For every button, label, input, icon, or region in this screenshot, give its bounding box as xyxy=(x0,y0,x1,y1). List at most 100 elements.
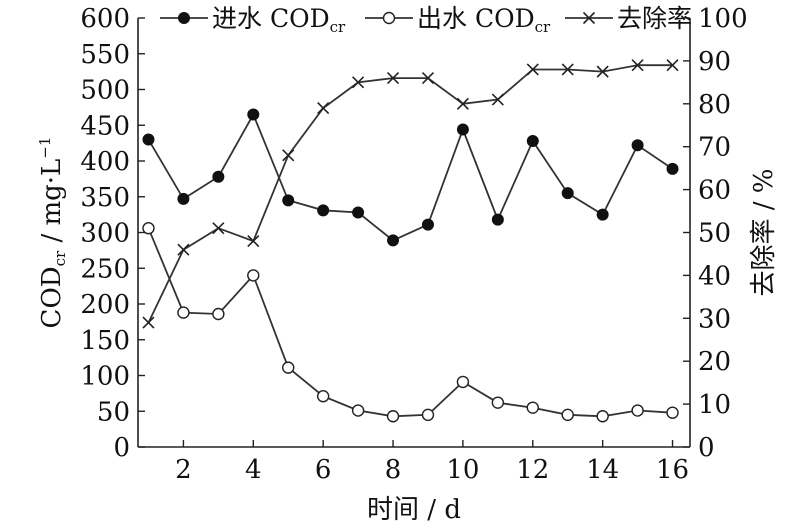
left-tick-label: 50 xyxy=(97,397,130,427)
x-tick-label: 8 xyxy=(385,455,402,485)
data-point-influent-cod xyxy=(352,206,365,219)
left-tick-label: 350 xyxy=(80,183,130,213)
right-axis-title: 去除率 / % xyxy=(749,169,779,297)
data-point-effluent-cod xyxy=(456,375,470,389)
data-point-effluent-cod xyxy=(247,269,260,282)
left-tick-label: 0 xyxy=(113,433,130,463)
x-tick-label: 2 xyxy=(175,455,192,485)
series-effluent-cod xyxy=(142,222,679,423)
data-point-removal-rate xyxy=(421,71,435,85)
x-marker-stroke xyxy=(631,59,644,72)
x-marker-stroke xyxy=(421,71,435,85)
x-tick-label: 4 xyxy=(245,455,262,485)
legend-label-subscript: cr xyxy=(535,18,551,36)
right-tick-label: 70 xyxy=(698,133,731,163)
legend-label-main: 出水 COD xyxy=(417,4,535,33)
left-tick-label: 250 xyxy=(80,254,130,284)
legend-marker xyxy=(582,11,596,25)
data-point-removal-rate xyxy=(456,97,469,110)
data-point-removal-rate xyxy=(631,59,644,72)
left-axis-title-subscript: cr xyxy=(51,250,69,266)
x-marker-stroke xyxy=(582,11,596,25)
data-point-effluent-cod xyxy=(666,406,679,419)
data-point-removal-rate xyxy=(596,65,609,78)
left-axis-title-unit: / mg·L xyxy=(37,159,67,251)
data-point-effluent-cod xyxy=(561,408,574,422)
data-point-effluent-cod xyxy=(386,410,400,423)
x-marker-stroke xyxy=(456,97,469,110)
legend-item-removal-rate: 去除率 xyxy=(565,4,692,33)
right-tick-label: 40 xyxy=(698,261,731,291)
data-point-removal-rate xyxy=(212,222,225,235)
x-marker-stroke xyxy=(352,76,365,89)
data-point-effluent-cod xyxy=(177,306,190,319)
data-point-removal-rate xyxy=(491,93,504,106)
data-point-effluent-cod xyxy=(596,410,609,423)
data-point-influent-cod xyxy=(142,133,155,146)
left-axis-title: CODcr / mg·L−1 xyxy=(36,137,69,329)
x-marker-stroke xyxy=(561,63,574,76)
data-point-influent-cod xyxy=(526,134,539,147)
right-tick-label: 30 xyxy=(698,304,731,334)
data-point-removal-rate xyxy=(666,59,679,72)
data-point-influent-cod xyxy=(666,162,679,175)
left-tick-label: 300 xyxy=(80,219,130,249)
right-tick-label: 0 xyxy=(698,433,715,463)
data-point-influent-cod xyxy=(456,123,469,136)
data-point-effluent-cod xyxy=(282,361,295,374)
data-point-influent-cod xyxy=(491,213,504,226)
data-point-influent-cod xyxy=(561,187,574,200)
data-point-removal-rate xyxy=(282,149,295,162)
data-point-influent-cod xyxy=(282,194,295,207)
series-influent-cod xyxy=(142,108,679,247)
legend-label: 进水 CODcr xyxy=(212,4,346,36)
right-tick-label: 80 xyxy=(698,90,731,120)
x-marker-stroke xyxy=(142,316,155,329)
data-point-removal-rate xyxy=(386,71,400,85)
left-axis-title-main: COD xyxy=(37,266,67,328)
legend-item-influent-cod: 进水 CODcr xyxy=(160,4,346,36)
data-point-effluent-cod xyxy=(491,396,505,409)
data-point-effluent-cod xyxy=(421,408,435,422)
right-tick-label: 20 xyxy=(698,347,731,377)
x-marker-stroke xyxy=(386,71,400,85)
right-tick-label: 90 xyxy=(698,47,731,77)
x-axis-title: 时间 / d xyxy=(367,495,461,525)
left-axis-title-superscript: −1 xyxy=(36,137,54,159)
data-point-influent-cod xyxy=(421,218,434,231)
legend-label-main: 进水 COD xyxy=(212,4,330,33)
x-tick-label: 16 xyxy=(656,455,689,485)
x-marker-stroke xyxy=(177,243,190,256)
data-point-influent-cod xyxy=(387,234,400,247)
data-point-removal-rate xyxy=(247,235,260,248)
data-point-effluent-cod xyxy=(631,404,644,417)
x-marker-stroke xyxy=(666,59,679,72)
series-layer xyxy=(142,59,679,423)
left-tick-label: 600 xyxy=(80,4,130,34)
x-marker-stroke xyxy=(491,93,504,106)
x-marker-stroke xyxy=(596,65,609,78)
legend-label-main: 去除率 xyxy=(617,4,692,33)
series-line-influent-cod xyxy=(147,112,674,242)
left-tick-label: 400 xyxy=(80,147,130,177)
legend: 进水 CODcr 出水 CODcr 去除率 xyxy=(160,4,692,36)
right-tick-label: 10 xyxy=(698,390,731,420)
x-tick-label: 6 xyxy=(315,455,332,485)
data-point-influent-cod xyxy=(317,204,330,217)
x-tick-label: 14 xyxy=(586,455,619,485)
right-tick-label: 60 xyxy=(698,176,731,206)
right-tick-label: 50 xyxy=(698,219,731,249)
data-point-effluent-cod xyxy=(142,222,155,235)
legend-label: 出水 CODcr xyxy=(417,4,551,36)
data-point-removal-rate xyxy=(177,243,190,256)
data-point-removal-rate xyxy=(561,63,574,76)
ticks: 0501001502002503003504004505005506000102… xyxy=(80,4,747,485)
data-point-influent-cod xyxy=(247,108,260,121)
x-tick-label: 12 xyxy=(516,455,549,485)
data-point-influent-cod xyxy=(177,192,190,205)
legend-marker xyxy=(178,12,190,24)
legend-marker xyxy=(382,11,396,25)
x-marker-stroke xyxy=(282,149,295,162)
left-tick-label: 550 xyxy=(80,40,130,70)
